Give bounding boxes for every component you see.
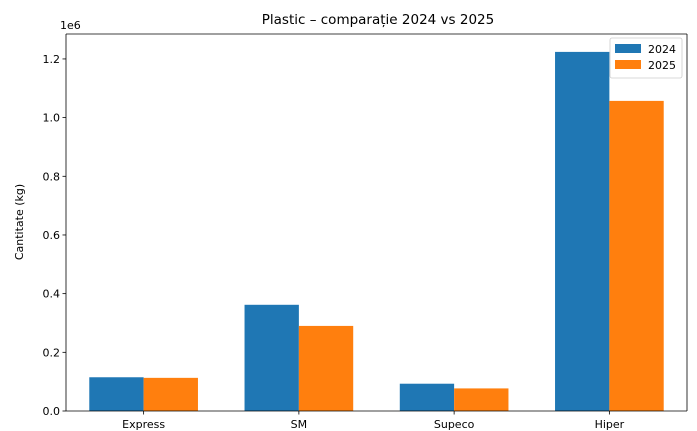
axes-group: 0.0 0.2 0.4 0.6 0.8 1.0 1.2 Express SM Supeco Hipe… [43,33,688,431]
y-tick-label: 0.6 [43,229,61,242]
legend-swatch-2024 [615,44,641,53]
bar-2024-sm [244,304,299,411]
x-tick-label-hiper: Hiper [595,418,625,431]
bar-2024-supeco [399,383,455,411]
bar-2025-sm [298,325,354,411]
y-tick-label: 1.2 [43,53,61,66]
y-axis-offset-label: 1e6 [60,19,81,32]
x-tick-label-supeco: Supeco [434,418,475,431]
legend-swatch-2025 [615,60,641,69]
y-tick-label: 0.0 [43,405,61,418]
bar-2025-supeco [454,388,509,411]
x-tick-label-express: Express [122,418,165,431]
legend-label-2024: 2024 [648,43,676,56]
y-tick-label: 0.4 [43,288,61,301]
chart-title: Plastic – comparație 2024 vs 2025 [262,12,494,28]
legend-label-2025: 2025 [648,59,676,72]
bars-group [89,51,664,412]
y-tick-label: 1.0 [43,112,61,125]
legend: 2024 2025 [609,37,683,79]
bar-2024-express [89,377,144,411]
bar-2025-express [143,377,198,411]
y-axis-label: Cantitate (kg) [13,184,26,260]
bar-2024-hiper [555,51,610,412]
y-tick-label: 0.8 [43,170,61,183]
x-tick-label-sm: SM [291,418,307,431]
bar-2025-hiper [609,100,664,411]
y-tick-label: 0.2 [43,346,61,359]
